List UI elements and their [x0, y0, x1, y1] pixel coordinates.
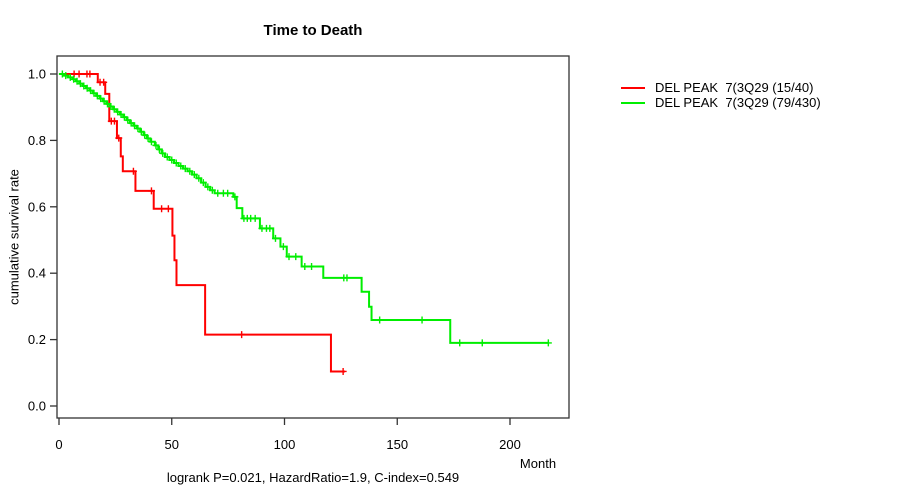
censor-mark [177, 162, 185, 170]
censor-mark [158, 205, 166, 213]
censor-mark [163, 153, 171, 161]
censor-mark [147, 187, 155, 195]
censor-mark [208, 186, 216, 194]
y-tick-label: 0.4 [28, 266, 46, 281]
legend-label-group2: DEL PEAK 7(3Q29 (79/430) [655, 95, 821, 110]
censor-mark [238, 331, 246, 339]
legend-item-group2: DEL PEAK 7(3Q29 (79/430) [621, 95, 821, 110]
censor-mark [224, 189, 232, 197]
censor-mark [62, 72, 70, 80]
legend-line-green-icon [621, 101, 645, 104]
censor-mark [75, 70, 83, 78]
y-axis: 0.0 0.2 0.4 0.6 0.8 1.0 [28, 67, 57, 414]
y-tick-label: 0.6 [28, 199, 46, 214]
censor-mark [418, 316, 426, 324]
censor-mark [271, 234, 279, 242]
y-tick-label: 0.0 [28, 399, 46, 414]
censor-mark [129, 167, 137, 175]
censor-mark [285, 253, 293, 261]
legend: DEL PEAK 7(3Q29 (15/40) DEL PEAK 7(3Q29 … [621, 80, 821, 110]
stats-annotation: logrank P=0.021, HazardRatio=1.9, C-inde… [166, 470, 460, 485]
y-tick-label: 1.0 [28, 67, 46, 82]
plot-box [56, 55, 570, 419]
censor-mark [190, 171, 198, 179]
survival-curves [58, 70, 552, 375]
censor-mark [172, 159, 180, 167]
x-axis: 0 50 100 150 200 [55, 418, 521, 452]
censor-mark [199, 179, 207, 187]
censor-mark [456, 339, 464, 347]
censor-mark [376, 316, 384, 324]
censor-mark [231, 193, 239, 201]
censor-mark [144, 134, 152, 142]
censor-mark [339, 367, 347, 375]
chart-title: Time to Death [263, 22, 363, 39]
censor-mark [134, 124, 142, 132]
censor-mark [115, 134, 123, 142]
censor-mark [195, 174, 203, 182]
censor-mark [159, 149, 167, 157]
censor-mark [181, 165, 189, 173]
x-tick-label: 200 [499, 437, 521, 452]
legend-item-group1: DEL PEAK 7(3Q29 (15/40) [621, 80, 821, 95]
censor-mark [478, 339, 486, 347]
censor-mark [204, 183, 212, 191]
x-tick-label: 0 [55, 437, 62, 452]
censor-mark [152, 141, 160, 149]
y-axis-label: cumulative survival rate [6, 169, 22, 305]
x-tick-label: 50 [165, 437, 179, 452]
y-tick-label: 0.2 [28, 332, 46, 347]
censor-mark [251, 214, 259, 222]
censor-mark [544, 339, 552, 347]
censor-mark [86, 70, 94, 78]
survival-curve-red [59, 73, 345, 373]
legend-line-red-icon [621, 86, 645, 89]
censor-mark [137, 128, 145, 136]
censor-mark [301, 263, 309, 271]
x-tick-label: 100 [274, 437, 296, 452]
y-tick-label: 0.8 [28, 133, 46, 148]
x-axis-label: Month [519, 456, 557, 471]
censor-mark [141, 131, 149, 139]
censor-mark [343, 274, 351, 282]
censor-mark [186, 167, 194, 175]
censor-mark [266, 224, 274, 232]
censor-mark [168, 156, 176, 164]
censor-mark [308, 263, 316, 271]
censor-mark [164, 205, 172, 213]
censor-mark [292, 253, 300, 261]
censor-mark [155, 145, 163, 153]
plot-border [56, 55, 570, 419]
censor-mark [279, 243, 287, 251]
x-tick-label: 150 [386, 437, 408, 452]
survival-curve-green [59, 73, 549, 344]
legend-label-group1: DEL PEAK 7(3Q29 (15/40) [655, 80, 814, 95]
censor-mark [110, 117, 118, 125]
censor-mark [147, 138, 155, 146]
censor-mark [100, 78, 108, 86]
